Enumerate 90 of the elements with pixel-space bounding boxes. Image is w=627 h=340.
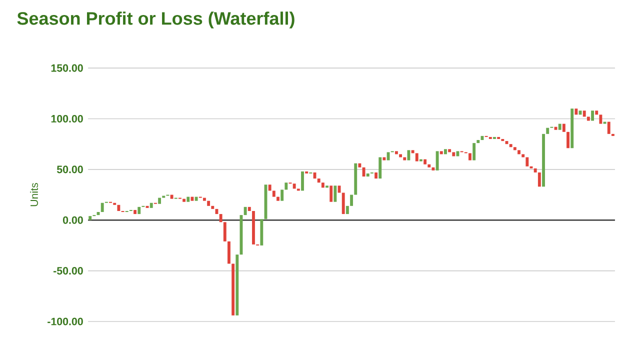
bar (546, 128, 550, 134)
bar (342, 192, 345, 214)
y-tick-label: 150.00 (51, 64, 83, 72)
bar (526, 157, 529, 166)
bar (350, 194, 353, 206)
bar (599, 114, 602, 124)
bar (272, 190, 276, 197)
bar (542, 134, 545, 187)
bar (468, 153, 472, 160)
bar (182, 198, 186, 202)
bar (292, 184, 296, 189)
bar (248, 206, 251, 211)
bar (317, 178, 320, 183)
bar (399, 154, 402, 158)
bar (207, 200, 210, 206)
bar (276, 196, 280, 201)
bar (228, 241, 230, 264)
bar (88, 216, 92, 220)
bar (211, 206, 214, 209)
bar (394, 151, 398, 154)
y-tick-label: -100.00 (48, 318, 83, 326)
bar (186, 196, 190, 202)
bar (170, 194, 174, 199)
bar (354, 163, 358, 195)
bar (595, 110, 598, 115)
bar (232, 264, 235, 316)
bar (378, 157, 382, 178)
bar (522, 154, 525, 158)
bar (513, 147, 516, 150)
bar (366, 173, 370, 176)
bar (472, 142, 476, 160)
bar (268, 184, 272, 191)
bar (301, 171, 304, 191)
bar (407, 150, 410, 160)
bar (280, 190, 284, 201)
y-tick-label: 100.00 (51, 114, 83, 122)
bar (284, 182, 288, 190)
bar (448, 149, 452, 152)
bar (150, 202, 153, 208)
bar (138, 206, 141, 214)
bar (444, 149, 447, 154)
bar (582, 110, 586, 117)
y-tick-label: -50.00 (54, 266, 83, 275)
bar (518, 150, 520, 154)
bar (260, 219, 264, 246)
bar (424, 159, 427, 164)
bar (321, 182, 324, 188)
y-tick-label: 50.00 (56, 166, 83, 174)
bar (574, 108, 578, 115)
bar (358, 163, 362, 168)
bar (252, 210, 255, 244)
bar (382, 157, 386, 160)
bar (100, 202, 104, 212)
bar (558, 124, 562, 130)
bar (219, 214, 222, 222)
y-tick-label: 0.00 (62, 216, 83, 224)
bar (534, 168, 537, 172)
bar (440, 151, 443, 154)
bar (570, 108, 574, 148)
bar (203, 198, 206, 201)
bar (452, 152, 456, 156)
bar (223, 222, 226, 242)
chart-title: Season Profit or Loss (Waterfall) (17, 12, 294, 28)
bar (194, 196, 198, 201)
bar (134, 210, 137, 214)
bar (607, 122, 610, 134)
bar (346, 206, 349, 214)
bar (538, 172, 541, 187)
bar (117, 204, 120, 211)
bar (428, 164, 431, 168)
bar (330, 186, 333, 202)
bar (509, 144, 512, 148)
bar (591, 110, 594, 121)
bar (362, 167, 366, 176)
bar (415, 153, 418, 162)
bar (476, 140, 480, 143)
bar (586, 116, 590, 121)
bar (566, 132, 570, 148)
bar (562, 124, 566, 132)
y-axis-title: Units (30, 182, 38, 206)
bar (386, 152, 390, 160)
bar (403, 157, 406, 160)
bar (411, 150, 414, 154)
bar (436, 151, 439, 170)
bar (190, 196, 194, 201)
bar (334, 186, 337, 202)
bar (236, 254, 239, 316)
bar (158, 198, 162, 204)
bar (244, 206, 247, 215)
bar (374, 172, 378, 178)
